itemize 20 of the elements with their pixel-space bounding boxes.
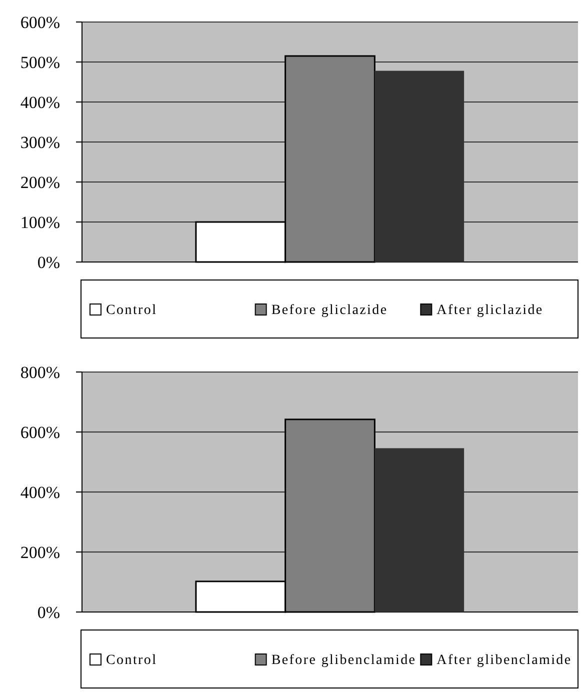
y-tick-label: 500% xyxy=(20,52,60,72)
y-tick-label: 200% xyxy=(20,542,60,562)
y-tick-label: 600% xyxy=(20,422,60,442)
legend-label: Control xyxy=(106,653,158,668)
y-tick-label: 0% xyxy=(37,252,60,272)
bar xyxy=(374,448,464,612)
y-tick-label: 0% xyxy=(37,602,60,622)
y-tick-label: 400% xyxy=(20,482,60,502)
legend-label: After gliclazide xyxy=(436,303,544,318)
y-tick-label: 800% xyxy=(20,362,60,382)
y-tick-label: 300% xyxy=(20,132,60,152)
bar xyxy=(374,70,464,262)
y-tick-label: 600% xyxy=(20,12,60,32)
legend-label: After glibenclamide xyxy=(436,653,572,668)
legend-label: Control xyxy=(106,303,158,318)
legend-label: Before gliclazide xyxy=(271,303,388,318)
y-tick-label: 100% xyxy=(20,212,60,232)
y-tick-label: 200% xyxy=(20,172,60,192)
y-tick-label: 400% xyxy=(20,92,60,112)
legend-label: Before glibenclamide xyxy=(271,653,416,668)
